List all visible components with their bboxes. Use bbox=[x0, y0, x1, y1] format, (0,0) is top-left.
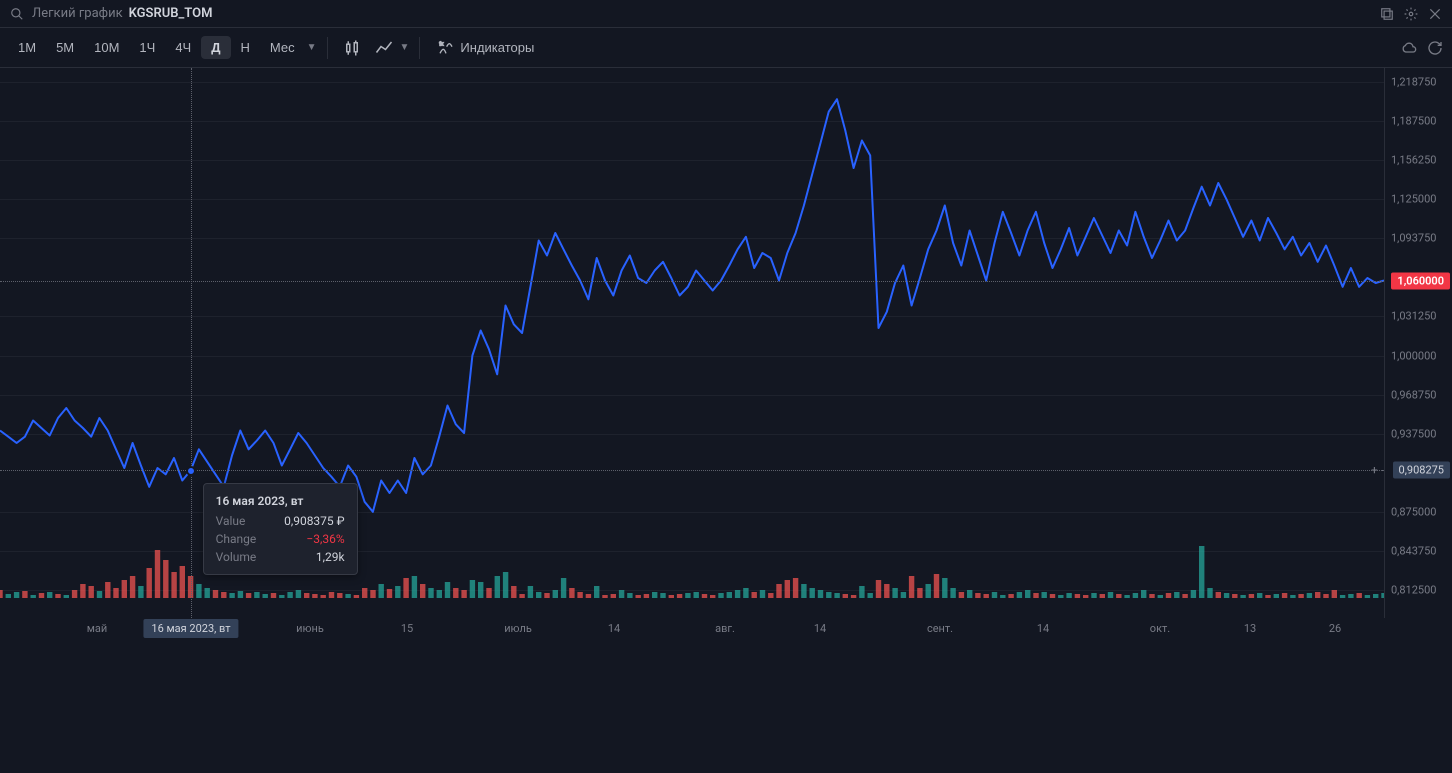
x-tick: 13 bbox=[1244, 622, 1256, 635]
close-icon[interactable] bbox=[1426, 5, 1444, 23]
toolbar: 1М5М10М1Ч4ЧДНМес ▼ ▼ fx Индикаторы bbox=[0, 28, 1452, 68]
timeframe-button-1Ч[interactable]: 1Ч bbox=[129, 36, 165, 59]
x-tick: 14 bbox=[608, 622, 620, 635]
x-tick: авг. bbox=[715, 622, 735, 635]
timeframe-button-Д[interactable]: Д bbox=[201, 36, 230, 59]
x-tick: 14 bbox=[1037, 622, 1049, 635]
x-tick: 14 bbox=[814, 622, 826, 635]
y-tick: 1,093750 bbox=[1391, 232, 1436, 245]
svg-text:fx: fx bbox=[440, 41, 444, 47]
x-tick: 15 bbox=[401, 622, 413, 635]
x-tick: май bbox=[87, 622, 108, 635]
timeframe-button-10М[interactable]: 10М bbox=[84, 36, 129, 59]
window-header: Легкий график KGSRUB_TOM bbox=[0, 0, 1452, 28]
y-tick: 0,937500 bbox=[1391, 427, 1436, 440]
tooltip-change-label: Change bbox=[216, 532, 257, 546]
y-tick: 0,875000 bbox=[1391, 505, 1436, 518]
chart-style-candles-button[interactable] bbox=[338, 34, 366, 62]
header-symbol: KGSRUB_TOM bbox=[129, 6, 213, 21]
y-tick: 1,156250 bbox=[1391, 154, 1436, 167]
gear-icon[interactable] bbox=[1402, 5, 1420, 23]
x-tick-highlight: 16 мая 2023, вт bbox=[143, 619, 238, 638]
crosshair-vertical-line bbox=[191, 68, 192, 618]
timeframe-button-4Ч[interactable]: 4Ч bbox=[165, 36, 201, 59]
y-tick: 1,187500 bbox=[1391, 115, 1436, 128]
x-axis[interactable]: май июнь 15 июль 14 авг. 14 сент. 14 окт. 13 26 16 м… bbox=[0, 618, 1384, 642]
tooltip-volume-label: Volume bbox=[216, 550, 257, 564]
x-tick: июнь bbox=[296, 622, 324, 635]
chart-area[interactable]: 0,812500 0,843750 0,875000 0,937500 0,968750… bbox=[0, 68, 1452, 618]
y-tick: 1,000000 bbox=[1391, 349, 1436, 362]
last-price-line bbox=[0, 281, 1384, 282]
tooltip-value-label: Value bbox=[216, 514, 246, 528]
y-tick: 0,968750 bbox=[1391, 388, 1436, 401]
timeframe-button-5М[interactable]: 5М bbox=[46, 36, 84, 59]
hover-tooltip: 16 мая 2023, вт Value 0,908375 ₽ Change … bbox=[203, 483, 358, 575]
detach-icon[interactable] bbox=[1378, 5, 1396, 23]
crosshair-horizontal-line bbox=[0, 470, 1384, 471]
hover-point-marker bbox=[186, 466, 196, 476]
refresh-icon[interactable] bbox=[1426, 39, 1444, 57]
cloud-icon[interactable] bbox=[1400, 39, 1418, 57]
tooltip-volume: 1,29k bbox=[316, 550, 345, 564]
chart-style-line-button[interactable] bbox=[370, 34, 398, 62]
indicators-button[interactable]: fx Индикаторы bbox=[430, 36, 542, 60]
y-tick: 0,812500 bbox=[1391, 583, 1436, 596]
x-tick: 26 bbox=[1329, 622, 1341, 635]
timeframe-group: 1М5М10М1Ч4ЧДНМес bbox=[8, 36, 305, 59]
y-tick: 1,031250 bbox=[1391, 310, 1436, 323]
tooltip-value: 0,908375 ₽ bbox=[284, 514, 345, 528]
indicators-label: Индикаторы bbox=[460, 40, 534, 55]
y-tick: 0,843750 bbox=[1391, 544, 1436, 557]
search-icon[interactable] bbox=[8, 5, 26, 23]
tooltip-change: −3,36% bbox=[306, 532, 344, 546]
timeframe-button-1М[interactable]: 1М bbox=[8, 36, 46, 59]
header-title: Легкий график bbox=[32, 6, 123, 21]
timeframe-button-Н[interactable]: Н bbox=[231, 36, 260, 59]
x-tick: сент. bbox=[927, 622, 953, 635]
crosshair-price-badge: 0,908275 bbox=[1393, 462, 1450, 479]
x-tick: июль bbox=[504, 622, 532, 635]
y-tick: 1,218750 bbox=[1391, 76, 1436, 89]
y-tick: 1,125000 bbox=[1391, 193, 1436, 206]
tooltip-date: 16 мая 2023, вт bbox=[216, 494, 345, 508]
last-price-badge: 1,060000 bbox=[1391, 272, 1450, 289]
chart-style-more-icon[interactable]: ▼ bbox=[400, 42, 410, 53]
y-axis[interactable]: 0,812500 0,843750 0,875000 0,937500 0,968750… bbox=[1384, 68, 1452, 618]
timeframe-more-icon[interactable]: ▼ bbox=[307, 42, 317, 53]
timeframe-button-Мес[interactable]: Мес bbox=[260, 36, 305, 59]
x-tick: окт. bbox=[1150, 622, 1170, 635]
